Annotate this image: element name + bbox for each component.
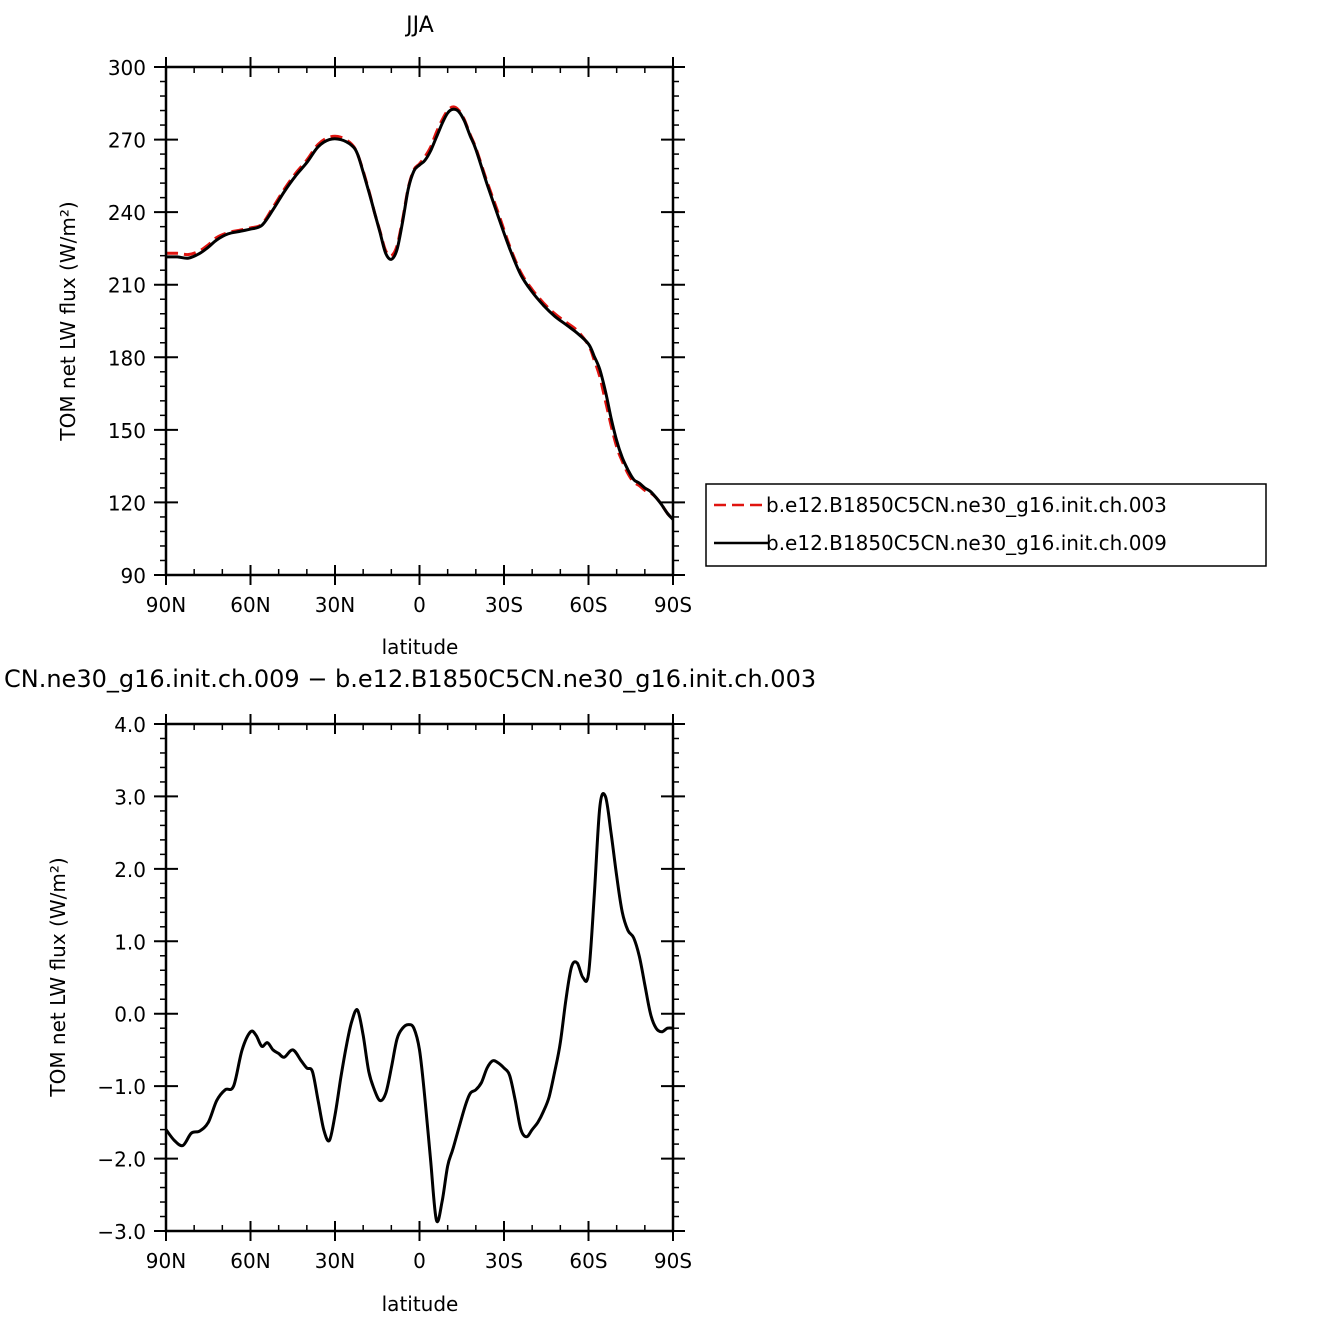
x-tick-label: 30S — [485, 593, 523, 617]
x-tick-label: 30N — [315, 593, 355, 617]
x-tick-label: 90N — [146, 593, 186, 617]
legend-label-series-009: b.e12.B1850C5CN.ne30_g16.init.ch.009 — [766, 531, 1167, 555]
y-tick-label: 90 — [121, 564, 146, 588]
x-tick-label: 60N — [230, 593, 270, 617]
x-tick-label: 60N — [230, 1249, 270, 1273]
x-tick-label: 30N — [315, 1249, 355, 1273]
y-tick-label: −2.0 — [97, 1148, 146, 1172]
legend-label-series-003: b.e12.B1850C5CN.ne30_g16.init.ch.003 — [766, 493, 1167, 517]
y-tick-label: 0.0 — [114, 1003, 146, 1027]
y-tick-label: 240 — [108, 201, 146, 225]
y-tick-label: 270 — [108, 129, 146, 153]
top-panel: JJA 90N 60N 30N 0 30S 60S 90S 90 120 150 180 210 240… — [56, 13, 1267, 659]
series-line-003 — [166, 105, 673, 521]
top-plot-area: 90N 60N 30N 0 30S 60S 90S 90 120 150 180 210 240 270 3… — [108, 56, 692, 617]
y-tick-label: 180 — [108, 346, 146, 370]
bottom-plot-area: 90N 60N 30N 0 30S 60S 90S −3.0 −2.0 −1.0 0.0 1.0 2.0… — [97, 713, 692, 1273]
top-chart-title: JJA — [404, 13, 434, 38]
y-tick-label: 210 — [108, 274, 146, 298]
series-line-009 — [166, 107, 673, 521]
top-x-axis-label: latitude — [382, 635, 459, 659]
x-tick-label: 90N — [146, 1249, 186, 1273]
y-tick-label: 2.0 — [114, 858, 146, 882]
y-tick-label: −3.0 — [97, 1220, 146, 1244]
legend-box — [705, 483, 1267, 567]
series-line-difference — [166, 792, 673, 1224]
y-tick-label: 3.0 — [114, 785, 146, 809]
y-tick-label: −1.0 — [97, 1075, 146, 1099]
x-tick-label: 60S — [569, 593, 607, 617]
bottom-y-axis-label: TOM net LW flux (W/m²) — [46, 857, 70, 1097]
top-y-axis-label: TOM net LW flux (W/m²) — [56, 201, 80, 441]
plot-frame — [164, 722, 675, 1233]
bottom-chart-title: CN.ne30_g16.init.ch.009 − b.e12.B1850C5C… — [4, 665, 816, 693]
y-tick-label: 300 — [108, 56, 146, 80]
bottom-x-axis-label: latitude — [382, 1292, 459, 1316]
bottom-panel: CN.ne30_g16.init.ch.009 − b.e12.B1850C5C… — [4, 665, 816, 1316]
x-tick-label: 30S — [485, 1249, 523, 1273]
y-tick-label: 150 — [108, 419, 146, 443]
x-tick-label: 90S — [654, 1249, 692, 1273]
legend: b.e12.B1850C5CN.ne30_g16.init.ch.003 b.e… — [705, 483, 1267, 567]
x-tick-label: 60S — [569, 1249, 607, 1273]
y-tick-label: 1.0 — [114, 930, 146, 954]
x-tick-label: 0 — [413, 1249, 426, 1273]
y-tick-label: 4.0 — [114, 713, 146, 737]
x-tick-label: 90S — [654, 593, 692, 617]
x-tick-label: 0 — [413, 593, 426, 617]
y-tick-label: 120 — [108, 491, 146, 515]
plot-frame — [164, 65, 675, 577]
